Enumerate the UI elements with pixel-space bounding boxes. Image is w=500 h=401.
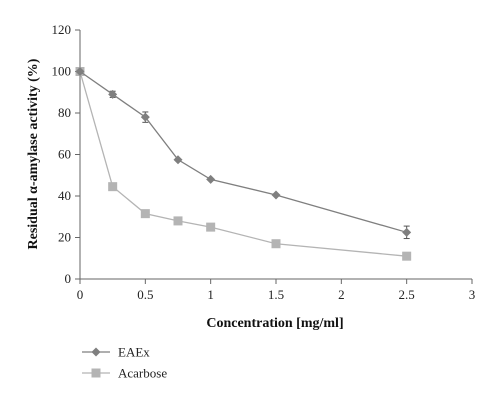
eaex-point [271,190,281,200]
eaex-point [108,89,118,99]
legend-marker-acarbose [91,368,101,378]
y-tick-label: 60 [58,147,71,162]
ticks: 0 20 40 60 80 100 120 0 0.5 1 1.5 2 2.5 3 [52,22,476,302]
eaex-line [79,70,407,233]
x-tick-label: 1.5 [268,287,284,302]
eaex-point [206,174,216,184]
y-tick-label: 120 [52,22,72,37]
legend-label-eaex: EAEx [118,345,150,360]
y-tick-label: 40 [58,188,71,203]
series-layer [75,67,412,261]
series-acarbose [75,67,412,261]
x-tick-label: 2 [338,287,345,302]
legend-label-acarbose: Acarbose [118,366,167,381]
eaex-point [140,112,150,122]
acarbose-point [402,251,412,261]
eaex-point [173,155,183,165]
acarbose-point [206,222,216,232]
legend-item-eaex: EAEx [82,345,150,360]
legend-item-acarbose: Acarbose [82,366,167,381]
acarbose-point [271,239,281,249]
x-tick-label: 1 [207,287,214,302]
legend-marker-eaex [91,347,101,357]
y-tick-label: 80 [58,105,71,120]
series-eaex [75,67,412,240]
x-tick-label: 3 [469,287,476,302]
y-tick-label: 0 [65,271,72,286]
acarbose-point [108,182,118,192]
acarbose-point [173,216,183,226]
acarbose-point [140,209,150,219]
x-axis-title: Concentration [mg/ml] [206,316,343,331]
x-tick-label: 2.5 [399,287,415,302]
y-tick-label: 20 [58,230,71,245]
eaex-point [402,227,412,237]
legend: EAEx Acarbose [82,345,167,381]
y-axis-title: Residual α-amylase activity (%) [26,58,41,249]
eaex-point [75,67,85,76]
x-tick-label: 0.5 [137,287,153,302]
x-tick-label: 0 [77,287,84,302]
y-tick-label: 100 [52,64,72,79]
acarbose-line [79,71,407,257]
